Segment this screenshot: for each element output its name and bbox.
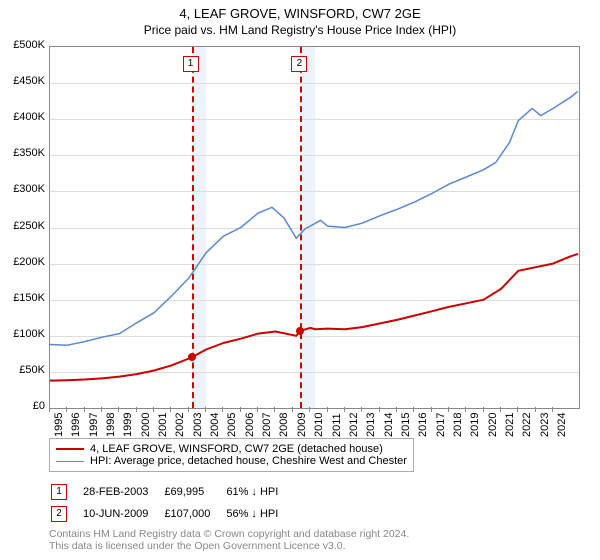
- chart-lines: [50, 47, 579, 408]
- x-tick-label: 2023: [539, 413, 551, 437]
- x-tick-label: 2007: [261, 413, 273, 437]
- x-tick-label: 1995: [53, 413, 65, 437]
- event-pct: 61% ↓ HPI: [226, 482, 292, 502]
- credit-text: Contains HM Land Registry data © Crown c…: [49, 528, 409, 552]
- x-tick-label: 2002: [174, 413, 186, 437]
- x-tick-label: 2018: [452, 413, 464, 437]
- x-tick-label: 2000: [140, 413, 152, 437]
- series-hpi: [50, 92, 577, 345]
- y-tick-label: £150K: [3, 292, 45, 304]
- sale-point-dot: [296, 327, 304, 335]
- x-tick-label: 2021: [504, 413, 516, 437]
- event-marker-label: 1: [183, 56, 199, 72]
- x-tick-label: 2016: [417, 413, 429, 437]
- x-tick-label: 2014: [383, 413, 395, 437]
- y-tick-label: £400K: [3, 111, 45, 123]
- x-tick-label: 1997: [88, 413, 100, 437]
- y-tick-label: £350K: [3, 147, 45, 159]
- y-tick-label: £250K: [3, 220, 45, 232]
- x-tick-label: 1996: [70, 413, 82, 437]
- y-tick-label: £100K: [3, 328, 45, 340]
- page-subtitle: Price paid vs. HM Land Registry's House …: [0, 21, 600, 43]
- x-tick-label: 2024: [556, 413, 568, 437]
- y-tick-label: £200K: [3, 256, 45, 268]
- event-pct: 56% ↓ HPI: [226, 504, 292, 524]
- x-tick-label: 2019: [469, 413, 481, 437]
- x-tick-label: 2011: [331, 413, 343, 437]
- x-tick-label: 1998: [105, 413, 117, 437]
- series-property: [50, 254, 577, 380]
- sale-point-dot: [188, 353, 196, 361]
- price-chart: [49, 46, 580, 409]
- legend-label: HPI: Average price, detached house, Ches…: [90, 455, 407, 467]
- page-title: 4, LEAF GROVE, WINSFORD, CW7 2GE: [0, 0, 600, 21]
- x-tick-label: 2004: [209, 413, 221, 437]
- x-tick-label: 2020: [487, 413, 499, 437]
- legend: 4, LEAF GROVE, WINSFORD, CW7 2GE (detach…: [49, 438, 414, 472]
- x-tick-label: 2013: [365, 413, 377, 437]
- y-tick-label: £300K: [3, 183, 45, 195]
- event-marker-label: 2: [291, 56, 307, 72]
- x-tick-label: 2012: [348, 413, 360, 437]
- x-tick-label: 2010: [313, 413, 325, 437]
- legend-label: 4, LEAF GROVE, WINSFORD, CW7 2GE (detach…: [90, 443, 383, 455]
- x-tick-label: 2009: [296, 413, 308, 437]
- event-index-box: 2: [51, 506, 67, 522]
- x-tick-label: 2017: [435, 413, 447, 437]
- sale-events-table: 1 28-FEB-2003£69,99561% ↓ HPI 2 10-JUN-2009…: [49, 480, 294, 526]
- legend-swatch: [56, 461, 84, 462]
- y-tick-label: £450K: [3, 75, 45, 87]
- credit-line: This data is licensed under the Open Gov…: [49, 540, 409, 552]
- x-tick-label: 2003: [192, 413, 204, 437]
- credit-line: Contains HM Land Registry data © Crown c…: [49, 528, 409, 540]
- event-date: 28-FEB-2003: [83, 482, 162, 502]
- y-tick-label: £50K: [3, 364, 45, 376]
- event-index-box: 1: [51, 484, 67, 500]
- x-tick-label: 2001: [157, 413, 169, 437]
- x-tick-label: 1999: [122, 413, 134, 437]
- x-tick-label: 2015: [400, 413, 412, 437]
- event-date: 10-JUN-2009: [83, 504, 162, 524]
- x-tick-label: 2022: [521, 413, 533, 437]
- x-tick-label: 2006: [244, 413, 256, 437]
- y-tick-label: £500K: [3, 39, 45, 51]
- x-tick-label: 2005: [226, 413, 238, 437]
- event-price: £107,000: [164, 504, 224, 524]
- y-tick-label: £0: [3, 400, 45, 412]
- x-tick-label: 2008: [278, 413, 290, 437]
- legend-swatch: [56, 448, 84, 450]
- event-price: £69,995: [164, 482, 224, 502]
